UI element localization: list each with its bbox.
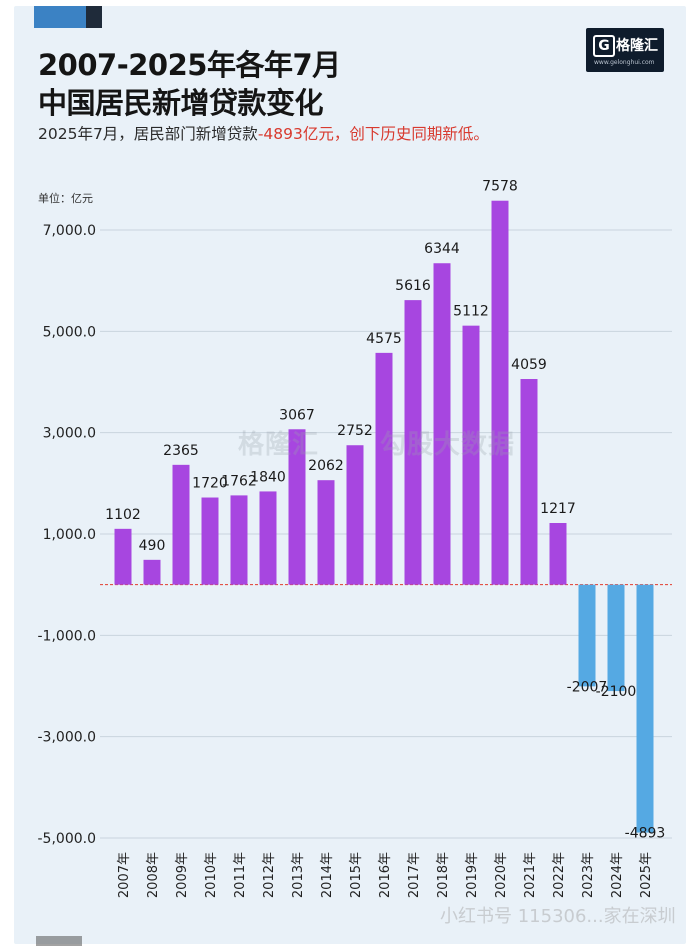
bar xyxy=(143,559,161,585)
data-label: 1720 xyxy=(192,476,228,492)
title-line-2: 中国居民新增贷款变化 xyxy=(38,86,324,120)
bar xyxy=(549,523,567,585)
data-label: 5112 xyxy=(453,304,489,320)
data-label: 2062 xyxy=(308,458,344,474)
bar xyxy=(201,497,219,585)
bar xyxy=(259,491,277,585)
data-label: 5616 xyxy=(395,278,431,294)
watermark-logo: 格隆汇 xyxy=(238,430,320,460)
x-tick-label: 2009年 xyxy=(175,852,190,898)
data-label: 4059 xyxy=(511,357,547,373)
title-line-1: 2007-2025年各年7月 xyxy=(38,48,341,82)
y-tick-label: 3,000.0 xyxy=(43,426,96,442)
brand-logo-text: 格隆汇 xyxy=(616,38,658,54)
x-tick-label: 2025年 xyxy=(639,852,654,898)
data-label: -2100 xyxy=(596,684,637,700)
data-label: 1217 xyxy=(540,501,576,517)
brand-logo: G 格隆汇 www.gelonghui.com xyxy=(586,28,664,72)
bar xyxy=(172,464,190,585)
x-tick-label: 2020年 xyxy=(494,852,509,898)
data-label: 1102 xyxy=(105,507,141,523)
data-label: -2007 xyxy=(567,679,608,695)
y-tick-label: 1,000.0 xyxy=(43,527,96,543)
x-tick-label: 2013年 xyxy=(291,852,306,898)
header-accent-bar-dark xyxy=(86,6,102,28)
watermark-data-source: 勾股大数据 xyxy=(380,430,516,460)
bar xyxy=(607,584,625,692)
bar xyxy=(346,445,364,585)
bar xyxy=(462,325,480,585)
bar xyxy=(114,528,132,585)
x-tick-label: 2007年 xyxy=(117,852,132,898)
y-tick-label: 5,000.0 xyxy=(43,324,96,340)
data-label: -4893 xyxy=(625,826,666,842)
x-tick-label: 2021年 xyxy=(523,852,538,898)
x-tick-label: 2012年 xyxy=(262,852,277,898)
brand-logo-icon: G xyxy=(593,35,615,57)
x-tick-label: 2018年 xyxy=(436,852,451,898)
x-tick-label: 2022年 xyxy=(552,852,567,898)
bar xyxy=(317,480,335,585)
bar xyxy=(636,584,654,833)
data-label: 4575 xyxy=(366,331,402,347)
y-tick-label: -1,000.0 xyxy=(38,628,97,644)
x-tick-label: 2024年 xyxy=(610,852,625,898)
x-tick-label: 2010年 xyxy=(204,852,219,898)
bar xyxy=(230,495,248,585)
data-label: 6344 xyxy=(424,241,460,257)
bar xyxy=(520,379,538,585)
bar xyxy=(404,300,422,585)
subtitle-suffix: ，创下历史同期新低。 xyxy=(333,125,489,143)
data-label: 1840 xyxy=(250,469,286,485)
x-tick-label: 2019年 xyxy=(465,852,480,898)
x-tick-label: 2015年 xyxy=(349,852,364,898)
footer-watermark: 小红书号 115306...家在深圳 xyxy=(440,906,676,927)
data-label: 3067 xyxy=(279,407,315,423)
subtitle-prefix: 2025年7月，居民部门新增贷款 xyxy=(38,125,258,143)
brand-logo-url: www.gelonghui.com xyxy=(594,59,655,66)
x-tick-label: 2017年 xyxy=(407,852,422,898)
chart-title: 2007-2025年各年7月 中国居民新增贷款变化 xyxy=(38,46,341,122)
x-tick-label: 2008年 xyxy=(146,852,161,898)
bar xyxy=(375,352,393,585)
data-label: 2752 xyxy=(337,423,373,439)
header-accent-bar xyxy=(34,6,86,28)
chart-subtitle: 2025年7月，居民部门新增贷款-4893亿元，创下历史同期新低。 xyxy=(38,122,489,144)
x-tick-label: 2014年 xyxy=(320,852,335,898)
y-tick-label: -3,000.0 xyxy=(38,730,97,746)
x-tick-label: 2011年 xyxy=(233,852,248,898)
bar xyxy=(491,200,509,585)
footer-mark xyxy=(36,936,82,946)
y-tick-label: 7,000.0 xyxy=(43,223,96,239)
bar xyxy=(433,263,451,585)
x-tick-label: 2023年 xyxy=(581,852,596,898)
subtitle-highlight-value: -4893亿元 xyxy=(257,125,334,143)
bar xyxy=(288,429,306,585)
data-label: 490 xyxy=(139,538,166,554)
y-tick-label: -5,000.0 xyxy=(38,831,97,847)
bar xyxy=(578,584,596,687)
x-tick-label: 2016年 xyxy=(378,852,393,898)
y-axis-unit-label: 单位：亿元 xyxy=(38,192,93,205)
data-label: 1762 xyxy=(221,473,257,489)
data-label: 2365 xyxy=(163,443,199,459)
data-label: 7578 xyxy=(482,179,518,195)
